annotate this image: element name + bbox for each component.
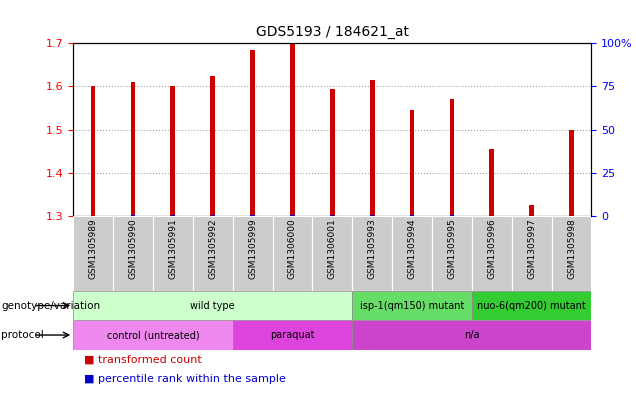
Bar [450,99,454,216]
Text: control (untreated): control (untreated) [107,330,199,340]
Bar [211,215,215,216]
Bar [272,216,312,291]
Bar [330,88,335,216]
Text: protocol: protocol [1,330,44,340]
Bar [352,291,472,320]
Text: GSM1305989: GSM1305989 [88,219,97,279]
Text: wild type: wild type [190,301,235,310]
Bar [512,216,551,291]
Text: GSM1305990: GSM1305990 [128,219,137,279]
Text: GSM1305994: GSM1305994 [408,219,417,279]
Bar [392,216,432,291]
Bar [472,291,591,320]
Text: isp-1(qm150) mutant: isp-1(qm150) mutant [360,301,464,310]
Text: ■ percentile rank within the sample: ■ percentile rank within the sample [83,374,286,384]
Bar [312,216,352,291]
Bar [170,86,175,216]
Bar [233,216,272,291]
Bar [170,215,175,216]
Bar [490,149,494,216]
Bar [352,216,392,291]
Bar [130,82,135,216]
Text: ■ transformed count: ■ transformed count [83,354,201,365]
Bar [251,215,255,216]
Bar [211,75,215,216]
Bar [410,110,415,216]
Title: GDS5193 / 184621_at: GDS5193 / 184621_at [256,26,409,39]
Text: GSM1305999: GSM1305999 [248,219,257,279]
Bar [131,215,135,216]
Text: GSM1306000: GSM1306000 [288,219,297,279]
Text: GSM1305996: GSM1305996 [487,219,496,279]
Bar [450,215,454,216]
Text: GSM1305993: GSM1305993 [368,219,377,279]
Bar [290,43,295,216]
Bar [472,216,512,291]
Bar [410,215,414,216]
Text: GSM1305992: GSM1305992 [208,219,217,279]
Text: GSM1305998: GSM1305998 [567,219,576,279]
Bar [153,216,193,291]
Text: GSM1306001: GSM1306001 [328,219,337,279]
Bar [91,86,95,216]
Text: GSM1305995: GSM1305995 [448,219,457,279]
Bar [73,320,233,350]
Bar [113,216,153,291]
Text: GSM1305991: GSM1305991 [169,219,177,279]
Bar [290,215,294,216]
Bar [352,320,591,350]
Bar [233,320,352,350]
Bar [432,216,472,291]
Text: nuo-6(qm200) mutant: nuo-6(qm200) mutant [477,301,586,310]
Bar [551,216,591,291]
Bar [250,50,255,216]
Text: n/a: n/a [464,330,480,340]
Bar [370,80,375,216]
Bar [193,216,233,291]
Text: paraquat: paraquat [270,330,315,340]
Bar [370,215,375,216]
Bar [73,216,113,291]
Text: genotype/variation: genotype/variation [1,301,100,310]
Bar [330,215,335,216]
Bar [529,205,534,216]
Text: GSM1305997: GSM1305997 [527,219,536,279]
Bar [73,291,352,320]
Bar [569,130,574,216]
